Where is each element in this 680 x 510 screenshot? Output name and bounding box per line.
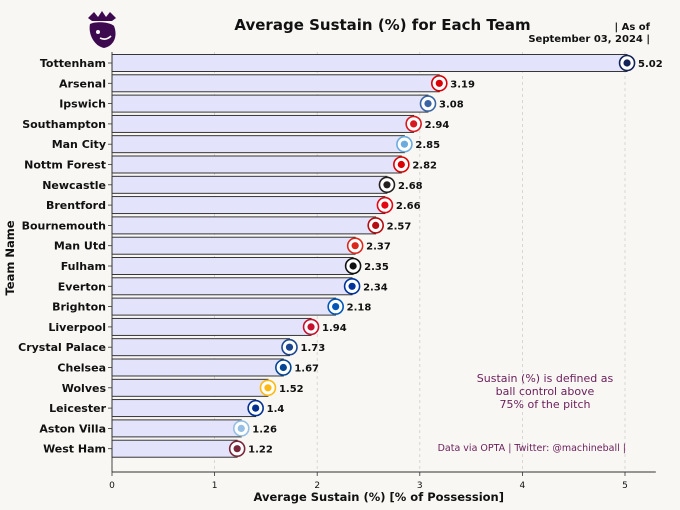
x-axis-title: Average Sustain (%) [% of Possession] xyxy=(254,490,504,504)
bar xyxy=(111,94,429,113)
team-crest-core xyxy=(623,59,631,67)
bar xyxy=(111,338,290,357)
bar xyxy=(111,419,242,438)
value-label: 1.52 xyxy=(279,384,304,395)
bar xyxy=(111,114,415,133)
bar xyxy=(111,358,284,377)
value-label: 2.35 xyxy=(364,262,389,273)
value-label: 2.34 xyxy=(363,282,388,293)
team-crest-core xyxy=(351,242,359,250)
team-label: Tottenham xyxy=(40,57,106,70)
team-crest-core xyxy=(237,424,245,432)
y-axis-title: Team Name xyxy=(3,220,17,295)
value-label: 3.08 xyxy=(439,100,464,111)
team-label: Leicester xyxy=(49,402,106,415)
bar xyxy=(111,378,269,397)
bar xyxy=(111,54,628,72)
team-label: Fulham xyxy=(61,260,106,273)
team-label: Wolves xyxy=(62,382,107,395)
value-label: 1.22 xyxy=(248,445,273,456)
team-label: Liverpool xyxy=(48,321,106,334)
bar xyxy=(111,196,386,215)
bar xyxy=(111,439,238,458)
team-crest-core xyxy=(332,303,340,311)
league-lion-logo xyxy=(88,11,116,48)
team-label: Bournemouth xyxy=(22,219,106,232)
bar xyxy=(111,74,440,93)
team-crest-core xyxy=(372,221,380,229)
x-tick-label: 1 xyxy=(212,481,218,491)
team-crest-core xyxy=(307,323,315,331)
team-crest-core xyxy=(279,363,287,372)
team-label: Nottm Forest xyxy=(24,159,106,172)
team-label: Chelsea xyxy=(57,362,106,375)
x-tick-label: 3 xyxy=(417,481,423,491)
bar xyxy=(111,399,257,418)
value-label: 1.67 xyxy=(294,364,319,375)
bar xyxy=(111,297,337,316)
x-tick-label: 2 xyxy=(314,481,320,491)
team-label: Brighton xyxy=(52,301,106,314)
team-label: Arsenal xyxy=(59,77,106,90)
bar xyxy=(111,277,353,296)
bar xyxy=(111,257,354,275)
sustain-definition-note: Sustain (%) is defined as xyxy=(477,372,614,385)
value-label: 2.66 xyxy=(396,201,421,212)
value-label: 2.57 xyxy=(387,221,412,232)
team-crest-core xyxy=(381,201,389,209)
value-label: 3.19 xyxy=(450,79,475,90)
team-label: Crystal Palace xyxy=(18,341,106,354)
team-crest-core xyxy=(264,384,272,392)
value-label: 1.94 xyxy=(322,323,347,334)
x-tick-label: 4 xyxy=(520,481,526,491)
bar xyxy=(111,175,388,194)
team-label: Newcastle xyxy=(42,179,106,192)
team-crest-core xyxy=(348,282,356,290)
team-crest-core xyxy=(397,160,405,169)
team-crest-core xyxy=(435,79,443,87)
team-crest-core xyxy=(233,445,241,453)
data-source-note: Data via OPTA | Twitter: @machineball | xyxy=(438,443,626,454)
bar xyxy=(111,236,356,255)
team-label: West Ham xyxy=(43,443,106,456)
team-label: Brentford xyxy=(46,199,106,212)
value-label: 1.73 xyxy=(300,343,325,354)
sustain-definition-note: ball control above xyxy=(496,385,595,398)
team-label: Man City xyxy=(52,138,106,151)
x-tick-label: 5 xyxy=(622,481,628,491)
team-crest-core xyxy=(252,404,260,412)
team-label: Man Utd xyxy=(54,240,106,253)
team-crest-core xyxy=(424,100,432,108)
team-crest-core xyxy=(383,181,391,189)
team-label: Aston Villa xyxy=(39,422,106,435)
sustain-definition-note: 75% of the pitch xyxy=(500,398,591,411)
team-label: Everton xyxy=(58,280,106,293)
value-label: 2.68 xyxy=(398,181,423,192)
value-label: 2.18 xyxy=(347,303,372,314)
team-crest-core xyxy=(349,262,357,270)
value-label: 2.82 xyxy=(412,161,437,172)
value-label: 2.94 xyxy=(425,120,450,131)
bar xyxy=(111,216,377,235)
chart-title: Average Sustain (%) for Each Team xyxy=(234,16,531,34)
value-label: 5.02 xyxy=(638,59,663,70)
value-label: 2.37 xyxy=(366,242,391,253)
value-label: 2.85 xyxy=(415,140,440,151)
team-crest-core xyxy=(410,120,418,128)
team-label: Ipswich xyxy=(59,98,106,111)
x-tick-label: 0 xyxy=(109,481,115,491)
as-of-date: | As of September 03, 2024 | xyxy=(528,22,650,45)
bar xyxy=(111,155,402,174)
bar xyxy=(111,135,405,154)
team-crest-core xyxy=(400,140,409,148)
team-label: Southampton xyxy=(22,118,106,131)
value-label: 1.4 xyxy=(267,404,285,415)
bar xyxy=(111,317,312,336)
team-crest-core xyxy=(285,343,294,351)
value-label: 1.26 xyxy=(252,424,277,435)
